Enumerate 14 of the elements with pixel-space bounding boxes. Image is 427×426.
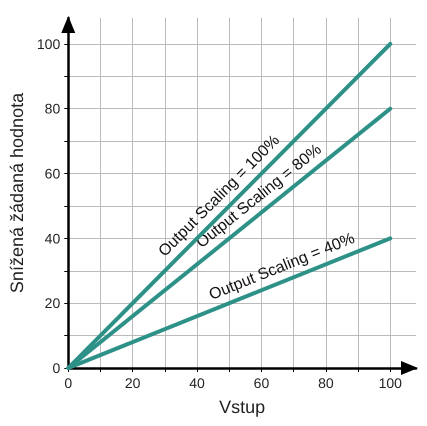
x-tick-label: 0 xyxy=(64,375,72,391)
y-tick-label: 20 xyxy=(44,295,60,312)
x-tick-label: 100 xyxy=(378,375,402,391)
y-tick-label: 60 xyxy=(44,166,60,182)
y-tick-label: 0 xyxy=(52,360,60,376)
x-axis-title: Vstup xyxy=(219,397,266,417)
x-tick-label: 40 xyxy=(189,375,206,391)
x-tick-label: 20 xyxy=(124,375,141,391)
x-tick-label: 80 xyxy=(318,375,334,391)
x-tick-label: 60 xyxy=(254,375,270,391)
y-tick-label: 80 xyxy=(44,100,60,117)
y-axis-title: Snížená žádaná hodnota xyxy=(7,92,27,294)
y-tick-label: 100 xyxy=(36,36,60,52)
y-tick-label: 40 xyxy=(44,230,60,246)
